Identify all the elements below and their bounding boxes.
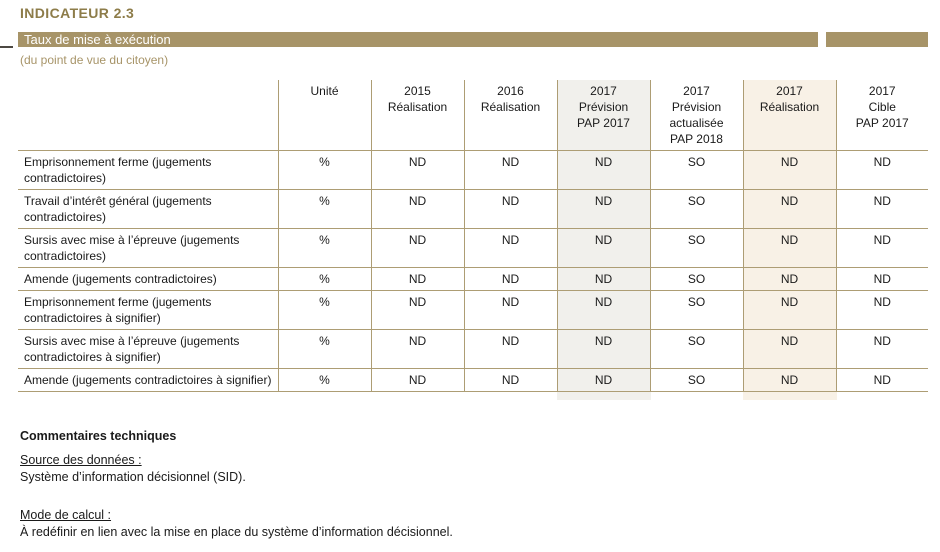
cell-prevision-actualisee: SO — [649, 290, 743, 330]
indicator-number-title: INDICATEUR 2.3 — [20, 5, 135, 21]
data-source-text: Système d’information décisionnel (SID). — [20, 470, 246, 484]
col-header-2017-cible-pap2017: 2017 Cible PAP 2017 — [835, 80, 928, 151]
table-row: Sursis avec mise à l’épreuve (jugements … — [18, 329, 928, 369]
cell-2015: ND — [370, 368, 464, 392]
cell-cible-pap2017: ND — [835, 150, 928, 190]
prevision-column-shade-tail — [557, 392, 651, 400]
data-source-label: Source des données : — [20, 453, 142, 467]
cell-2016: ND — [463, 189, 557, 229]
indicator-table-container: Unité 2015 Réalisation 2016 Réalisation … — [18, 80, 928, 400]
cell-2016: ND — [463, 290, 557, 330]
indicator-banner-right-segment — [826, 32, 928, 47]
table-row: Amende (jugements contradictoires à sign… — [18, 368, 928, 392]
cell-prevision-actualisee: SO — [649, 368, 743, 392]
cell-2015: ND — [370, 189, 464, 229]
cell-prevision-pap2017: ND — [556, 189, 650, 229]
cell-2016: ND — [463, 228, 557, 268]
comments-heading: Commentaires techniques — [20, 429, 177, 443]
cell-prevision-actualisee: SO — [649, 329, 743, 369]
cell-2015: ND — [370, 267, 464, 291]
cell-unite: % — [277, 150, 371, 190]
indicator-subtitle: (du point de vue du citoyen) — [20, 53, 169, 67]
cell-prevision-actualisee: SO — [649, 150, 743, 190]
cell-2016: ND — [463, 267, 557, 291]
cell-realisation-2017: ND — [742, 189, 836, 229]
cell-unite: % — [277, 368, 371, 392]
cell-prevision-pap2017: ND — [556, 150, 650, 190]
cell-unite: % — [277, 189, 371, 229]
col-header-2017-prevision-pap2017: 2017 Prévision PAP 2017 — [556, 80, 650, 151]
cell-2015: ND — [370, 150, 464, 190]
row-label: Sursis avec mise à l’épreuve (jugements … — [18, 228, 278, 268]
cell-prevision-pap2017: ND — [556, 267, 650, 291]
indicator-title-banner: Taux de mise à exécution — [18, 32, 818, 47]
col-header-2017-prevision-actualisee-pap2018: 2017 Prévision actualisée PAP 2018 — [649, 80, 743, 151]
cell-prevision-pap2017: ND — [556, 290, 650, 330]
row-label: Travail d’intérêt général (jugements con… — [18, 189, 278, 229]
cell-cible-pap2017: ND — [835, 228, 928, 268]
cell-unite: % — [277, 267, 371, 291]
cell-realisation-2017: ND — [742, 267, 836, 291]
cell-2016: ND — [463, 329, 557, 369]
col-header-2015-realisation: 2015 Réalisation — [370, 80, 464, 151]
col-header-2017-realisation: 2017 Réalisation — [742, 80, 836, 151]
table-row: Amende (jugements contradictoires) % ND … — [18, 267, 928, 291]
row-label: Emprisonnement ferme (jugements contradi… — [18, 150, 278, 190]
cell-prevision-pap2017: ND — [556, 368, 650, 392]
cell-cible-pap2017: ND — [835, 329, 928, 369]
table-row: Travail d’intérêt général (jugements con… — [18, 189, 928, 229]
cell-prevision-actualisee: SO — [649, 189, 743, 229]
calculation-mode-label: Mode de calcul : — [20, 508, 112, 522]
cell-realisation-2017: ND — [742, 228, 836, 268]
row-label: Amende (jugements contradictoires à sign… — [18, 368, 278, 392]
cell-realisation-2017: ND — [742, 290, 836, 330]
cell-cible-pap2017: ND — [835, 189, 928, 229]
cell-unite: % — [277, 228, 371, 268]
cell-2016: ND — [463, 150, 557, 190]
col-header-empty — [18, 80, 278, 151]
calculation-mode-text: À redéfinir en lien avec la mise en plac… — [20, 525, 453, 539]
cell-cible-pap2017: ND — [835, 290, 928, 330]
table-row: Emprisonnement ferme (jugements contradi… — [18, 150, 928, 190]
col-header-2016-realisation: 2016 Réalisation — [463, 80, 557, 151]
realisation-column-shade-tail — [743, 392, 837, 400]
page-margin-tick — [0, 46, 13, 48]
cell-unite: % — [277, 329, 371, 369]
cell-prevision-actualisee: SO — [649, 267, 743, 291]
row-label: Amende (jugements contradictoires) — [18, 267, 278, 291]
row-label: Sursis avec mise à l’épreuve (jugements … — [18, 329, 278, 369]
cell-prevision-actualisee: SO — [649, 228, 743, 268]
cell-cible-pap2017: ND — [835, 368, 928, 392]
cell-unite: % — [277, 290, 371, 330]
col-header-unite: Unité — [277, 80, 371, 151]
row-label: Emprisonnement ferme (jugements contradi… — [18, 290, 278, 330]
cell-realisation-2017: ND — [742, 150, 836, 190]
cell-realisation-2017: ND — [742, 368, 836, 392]
cell-prevision-pap2017: ND — [556, 329, 650, 369]
cell-cible-pap2017: ND — [835, 267, 928, 291]
table-row: Emprisonnement ferme (jugements contradi… — [18, 290, 928, 330]
table-header-row: Unité 2015 Réalisation 2016 Réalisation … — [18, 80, 928, 151]
cell-prevision-pap2017: ND — [556, 228, 650, 268]
indicator-table: Unité 2015 Réalisation 2016 Réalisation … — [18, 80, 928, 392]
cell-2015: ND — [370, 228, 464, 268]
cell-2015: ND — [370, 290, 464, 330]
cell-2016: ND — [463, 368, 557, 392]
table-row: Sursis avec mise à l’épreuve (jugements … — [18, 228, 928, 268]
cell-2015: ND — [370, 329, 464, 369]
cell-realisation-2017: ND — [742, 329, 836, 369]
